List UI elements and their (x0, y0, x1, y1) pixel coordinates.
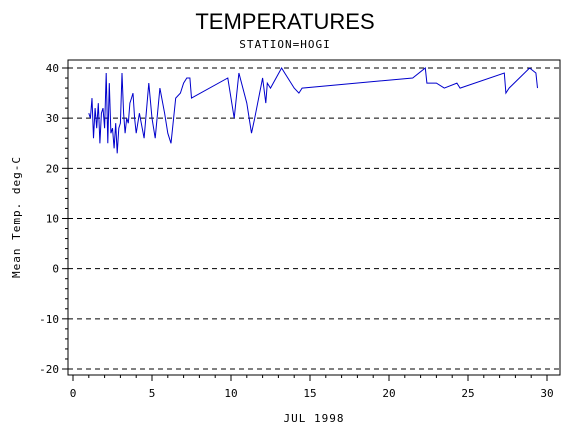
y-tick-label: 40 (46, 62, 59, 75)
y-tick-label: 30 (46, 112, 59, 125)
x-axis-label: JUL 1998 (284, 412, 345, 425)
series-layer (88, 67, 538, 154)
x-axis: 0 5 10 15 20 25 30 (70, 375, 554, 400)
y-tick-label: 10 (46, 213, 59, 226)
y-tick-label: 20 (46, 162, 59, 175)
y-tick-label: -20 (39, 363, 59, 376)
chart-title: TEMPERATURES (195, 9, 374, 34)
x-tick-label: 10 (224, 387, 237, 400)
temperature-series-line (88, 67, 538, 154)
gridlines (68, 67, 560, 370)
x-tick-label: 20 (382, 387, 395, 400)
chart-subtitle: STATION=HOGI (239, 38, 330, 51)
x-tick-label: 25 (461, 387, 474, 400)
y-tick-label: -10 (39, 313, 59, 326)
x-tick-label: 0 (70, 387, 77, 400)
x-tick-label: 30 (540, 387, 553, 400)
plot-frame (67, 59, 561, 376)
y-tick-label: 0 (52, 263, 59, 276)
x-tick-label: 15 (303, 387, 316, 400)
y-axis: -20 -10 0 10 20 30 40 (39, 62, 68, 376)
y-axis-label: Mean Temp. deg-C (10, 156, 23, 278)
x-tick-label: 5 (149, 387, 156, 400)
